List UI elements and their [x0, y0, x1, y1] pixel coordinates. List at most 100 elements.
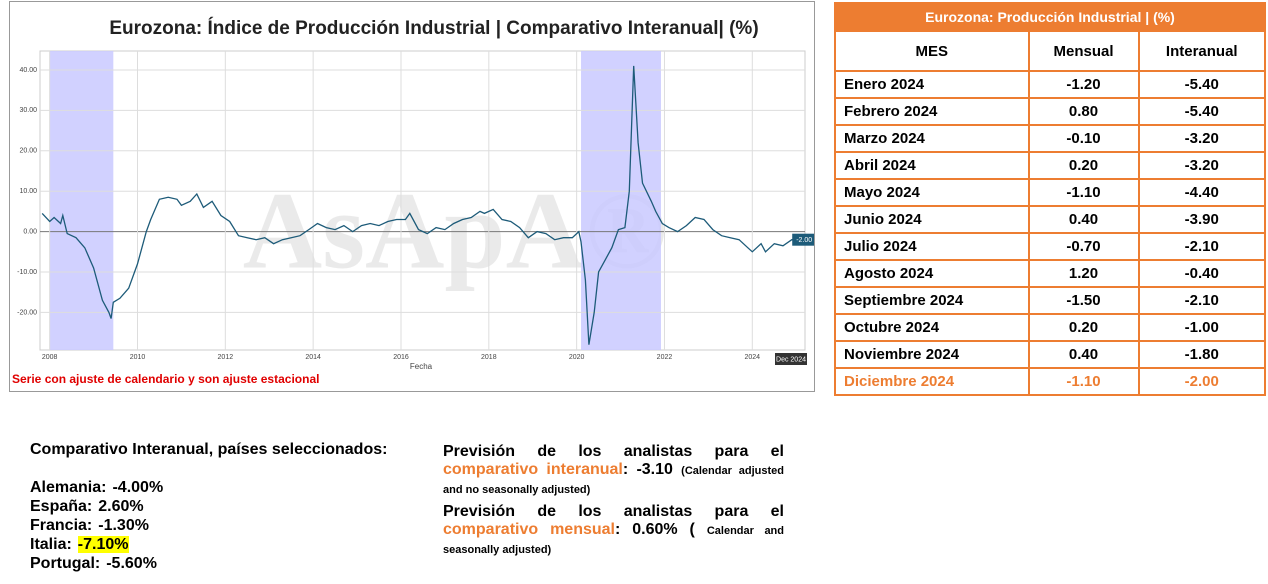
country-value: -4.00%: [112, 479, 164, 496]
x-tick-label: 2016: [393, 354, 409, 361]
country-name: Italia:: [30, 536, 72, 553]
table-row: Septiembre 2024 -1.50 -2.10: [834, 286, 1267, 315]
end-label-box: [792, 233, 817, 246]
x-tick-label: 2014: [305, 354, 321, 361]
table-cell: -1.50: [1027, 286, 1140, 315]
table-cell: 1.20: [1027, 259, 1140, 288]
y-tick-label: -10.00: [17, 269, 37, 276]
table-cell: -2.10: [1137, 286, 1267, 315]
forecast-term: comparativo mensual: [443, 521, 615, 538]
shaded-period: [581, 51, 661, 350]
forecast-block: Previsión de los analistas para el compa…: [443, 443, 784, 563]
forecast-lead: Previsión de los analistas para el: [443, 503, 784, 520]
table-row: Diciembre 2024 -1.10 -2.00: [834, 367, 1267, 396]
table-header: Interanual: [1137, 30, 1267, 72]
table-cell: Mayo 2024: [834, 178, 1030, 207]
table-cell: Enero 2024: [834, 70, 1030, 99]
table-cell: -5.40: [1137, 70, 1267, 99]
forecast: Previsión de los analistas para el compa…: [443, 503, 784, 559]
table-cell: -5.40: [1137, 97, 1267, 126]
country-row: Francia: -1.30%: [30, 516, 387, 535]
table-cell: -4.40: [1137, 178, 1267, 207]
y-tick-label: 30.00: [19, 107, 37, 114]
table-cell: -3.20: [1137, 124, 1267, 153]
plot-frame: [39, 50, 806, 351]
countries-title: Comparativo Interanual, países seleccion…: [30, 441, 388, 458]
table-cell: -0.70: [1027, 232, 1140, 261]
table-header-row: MES Mensual Interanual: [834, 30, 1267, 72]
country-name: Francia:: [30, 517, 93, 534]
table: Eurozona: Producción Industrial | (%) MES…: [834, 2, 1267, 396]
table-row: Junio 2024 0.40 -3.90: [834, 205, 1267, 234]
y-tick-label: 10.00: [19, 188, 37, 195]
table-cell: Julio 2024: [834, 232, 1030, 261]
table-row: Agosto 2024 1.20 -0.40: [834, 259, 1267, 288]
country-value: -1.30%: [98, 517, 149, 534]
country-name: Portugal:: [30, 555, 101, 572]
end-label: -2.00: [796, 237, 812, 244]
table-cell: Marzo 2024: [834, 124, 1030, 153]
table-cell: 0.20: [1027, 151, 1140, 180]
x-tick-label: 2008: [42, 354, 58, 361]
country-value: 2.60%: [98, 498, 144, 515]
table-header: Mensual: [1027, 30, 1140, 72]
table-title-row: Eurozona: Producción Industrial | (%): [834, 2, 1266, 32]
table-row: Marzo 2024 -0.10 -3.20: [834, 124, 1267, 153]
forecast: Previsión de los analistas para el compa…: [443, 443, 784, 499]
forecast-term: comparativo interanual: [443, 461, 623, 478]
x-axis-label: Fecha: [410, 362, 433, 371]
table-cell: -3.90: [1137, 205, 1267, 234]
table-row: Julio 2024 -0.70 -2.10: [834, 232, 1267, 261]
table-header: MES: [834, 30, 1030, 72]
table-cell: -2.00: [1137, 367, 1267, 396]
table-row: Octubre 2024 0.20 -1.00: [834, 313, 1267, 342]
forecast-value: : -3.10: [622, 461, 673, 478]
shaded-period: [49, 51, 114, 350]
country-row: España: 2.60%: [30, 497, 387, 516]
table-cell: -1.20: [1027, 70, 1140, 99]
table-cell: 0.20: [1027, 313, 1140, 342]
footnote: Serie con ajuste de calendario y son aju…: [12, 372, 319, 386]
end-date-box: [775, 353, 807, 365]
table-cell: -1.80: [1137, 340, 1267, 369]
x-tick-label: 2018: [481, 354, 497, 361]
table-cell: -0.40: [1137, 259, 1267, 288]
table-cell: -3.20: [1137, 151, 1267, 180]
countries-block: Comparativo Interanual, países seleccion…: [30, 440, 387, 573]
table-cell: Febrero 2024: [834, 97, 1030, 126]
chart: Eurozona: Índice de Producción Industria…: [12, 17, 817, 386]
country-row: Italia: -7.10%: [30, 535, 387, 554]
country-value: -7.10%: [77, 536, 129, 553]
forecast-value: : 0.60% (: [615, 521, 695, 538]
x-tick-label: 2020: [569, 354, 585, 361]
table-cell: -1.00: [1137, 313, 1267, 342]
country-name: Alemania:: [30, 479, 107, 496]
table-cell: 0.40: [1027, 205, 1140, 234]
y-tick-label: 0.00: [23, 228, 37, 235]
y-tick-label: 20.00: [19, 148, 37, 155]
x-tick-label: 2010: [130, 354, 146, 361]
table-row: Noviembre 2024 0.40 -1.80: [834, 340, 1267, 369]
table-cell: 0.80: [1027, 97, 1140, 126]
table-cell: -1.10: [1027, 367, 1140, 396]
end-date-label: Dec 2024: [776, 356, 806, 363]
table-cell: Noviembre 2024: [834, 340, 1030, 369]
table-row: Mayo 2024 -1.10 -4.40: [834, 178, 1267, 207]
table-cell: Abril 2024: [834, 151, 1030, 180]
table-cell: -0.10: [1027, 124, 1140, 153]
series-line: [41, 65, 797, 345]
y-tick-label: -20.00: [17, 309, 37, 316]
chart-title: Eurozona: Índice de Producción Industria…: [109, 17, 758, 39]
forecast-lead: Previsión de los analistas para el: [443, 443, 784, 460]
x-tick-label: 2022: [657, 354, 673, 361]
country-name: España:: [30, 498, 93, 515]
x-tick-label: 2012: [218, 354, 234, 361]
forecast-note: Calendar and seasonally adjusted): [443, 525, 785, 556]
table-title: Eurozona: Producción Industrial | (%): [834, 2, 1266, 32]
table-row: Febrero 2024 0.80 -5.40: [834, 97, 1267, 126]
table-cell: Agosto 2024: [834, 259, 1030, 288]
forecast-note: (Calendar adjusted and no seasonally adj…: [443, 465, 784, 496]
table-row: Abril 2024 0.20 -3.20: [834, 151, 1267, 180]
table-cell: 0.40: [1027, 340, 1140, 369]
